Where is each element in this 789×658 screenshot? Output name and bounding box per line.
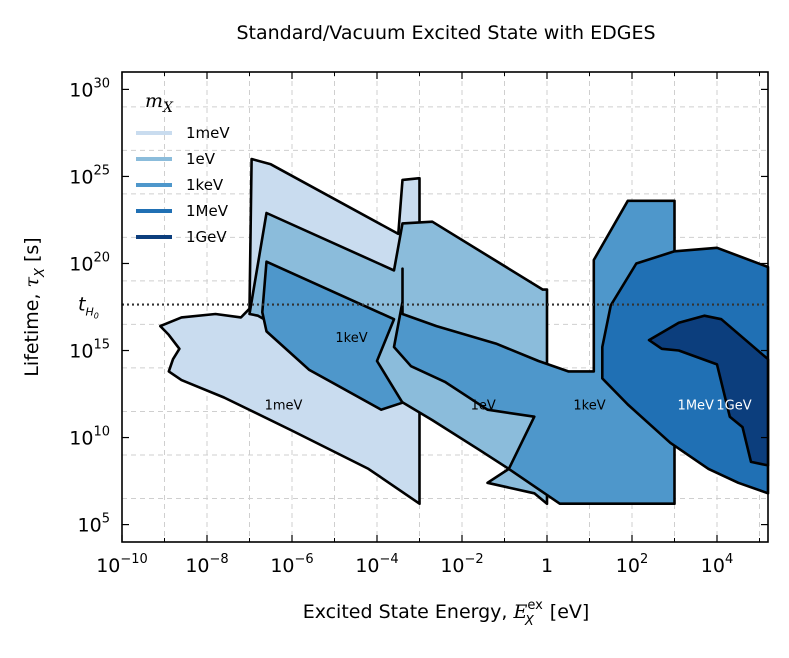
x-axis-label-sub: X	[524, 614, 535, 629]
y-tick-label: 1030	[69, 76, 110, 101]
region-label-1meV: 1meV	[265, 399, 303, 414]
legend-label-1MeV: 1MeV	[186, 202, 229, 220]
region-label-1eV: 1eV	[471, 399, 496, 414]
legend-label-1GeV: 1GeV	[186, 228, 227, 246]
y-axis-label-text: Lifetime,	[21, 287, 43, 376]
region-labels: 1meV 1eV 1keV 1keV 1MeV 1GeV	[265, 331, 752, 414]
x-axis-label-unit: [eV]	[544, 601, 590, 623]
y-axis-label-sub: X	[33, 267, 48, 278]
legend-label-1eV: 1eV	[186, 150, 216, 168]
reference-line-group: tH0	[78, 294, 768, 321]
x-axis-label: Excited State Energy, Eex X [eV]	[303, 598, 590, 629]
plot-frame	[121, 71, 769, 543]
y-tick-label: 1020	[69, 250, 110, 275]
x-tick-label: 1	[541, 555, 553, 577]
x-tick-label: 104	[701, 552, 733, 577]
plot-regions	[159, 157, 770, 506]
x-tick-label: 10−8	[185, 552, 228, 577]
y-axis-label-unit: [s]	[21, 237, 43, 268]
x-tick-label: 10−2	[440, 552, 483, 577]
legend-title: mX	[145, 90, 174, 116]
region-label-1MeV: 1MeV	[678, 399, 714, 414]
y-axis-label: Lifetime, τX [s]	[21, 237, 48, 376]
y-tick-label: 105	[78, 512, 110, 537]
legend: mX 1meV 1eV 1keV 1MeV 1GeV	[136, 90, 230, 246]
y-tick-label: 1025	[69, 163, 110, 188]
region-label-1GeV: 1GeV	[716, 399, 751, 414]
x-tick-label: 10−6	[270, 552, 313, 577]
axes: 10−10 10−8 10−6 10−4 10−2 1 102 104 105 1010 1015 1…	[69, 71, 769, 577]
region-1keV	[260, 260, 404, 412]
region-label-1keV: 1keV	[573, 399, 605, 414]
x-axis-label-sup: ex	[527, 598, 543, 613]
y-axis-label-math: τ	[21, 276, 43, 287]
reference-line-label: tH0	[78, 294, 99, 321]
y-tick-label: 1015	[69, 338, 110, 363]
x-tick-label: 10−10	[96, 552, 148, 577]
x-axis-label-math: E	[513, 601, 528, 623]
y-tick-label: 1010	[69, 425, 110, 450]
chart-title: Standard/Vacuum Excited State with EDGES	[236, 22, 655, 44]
legend-label-1meV: 1meV	[186, 124, 230, 142]
region-label-1keV: 1keV	[335, 331, 367, 346]
region-1GeV	[647, 314, 770, 467]
x-tick-label: 102	[616, 552, 648, 577]
legend-label-1keV: 1keV	[186, 176, 224, 194]
region-1keV	[392, 199, 676, 506]
x-tick-label: 10−4	[355, 552, 398, 577]
x-axis-label-text: Excited State Energy,	[303, 601, 514, 623]
